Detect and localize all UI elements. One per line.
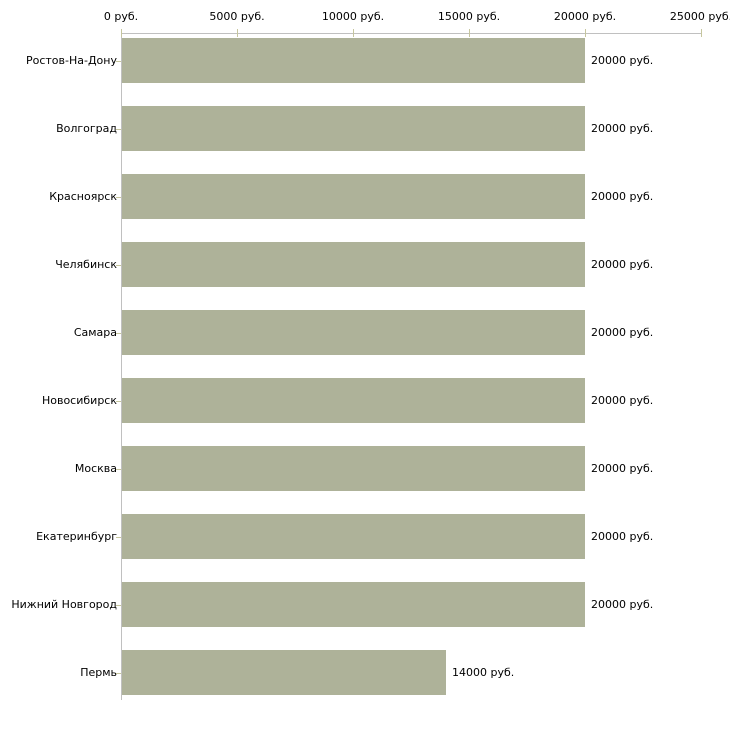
x-axis-tick (237, 29, 238, 37)
value-label: 20000 руб. (591, 394, 654, 407)
x-axis-tick (353, 29, 354, 37)
category-label: Челябинск (55, 258, 117, 271)
category-label: Самара (73, 326, 117, 339)
value-label: 20000 руб. (591, 326, 654, 339)
bar (122, 106, 585, 151)
y-axis-tick (116, 401, 121, 402)
bar (122, 310, 585, 355)
category-label: Пермь (80, 666, 117, 679)
x-axis-tick-label: 20000 руб. (553, 10, 617, 23)
x-axis-tick-label: 10000 руб. (321, 10, 385, 23)
value-label: 20000 руб. (591, 54, 654, 67)
y-axis-line (121, 33, 122, 700)
y-axis-tick (116, 469, 121, 470)
bar (122, 378, 585, 423)
y-axis-tick (116, 333, 121, 334)
category-label: Нижний Новгород (11, 598, 117, 611)
bar (122, 514, 585, 559)
category-label: Ростов-На-Дону (25, 54, 117, 67)
category-label: Екатеринбург (36, 530, 117, 543)
bar (122, 38, 585, 83)
category-label: Москва (74, 462, 117, 475)
y-axis-tick (116, 265, 121, 266)
x-axis-tick-label: 25000 руб. (669, 10, 730, 23)
bar (122, 446, 585, 491)
value-label: 20000 руб. (591, 530, 654, 543)
value-label: 20000 руб. (591, 258, 654, 271)
value-label: 20000 руб. (591, 462, 654, 475)
x-axis-tick (585, 29, 586, 37)
x-axis-tick (469, 29, 470, 37)
bar (122, 650, 446, 695)
y-axis-tick (116, 537, 121, 538)
x-axis-tick (701, 29, 702, 37)
bar (122, 242, 585, 287)
x-axis-tick-label: 0 руб. (103, 10, 139, 23)
bar (122, 174, 585, 219)
category-label: Волгоград (56, 122, 117, 135)
x-axis-tick (121, 29, 122, 37)
value-label: 20000 руб. (591, 122, 654, 135)
value-label: 20000 руб. (591, 598, 654, 611)
category-label: Новосибирск (41, 394, 117, 407)
x-axis-line (121, 33, 701, 34)
y-axis-tick (116, 673, 121, 674)
y-axis-tick (116, 129, 121, 130)
y-axis-tick (116, 605, 121, 606)
category-label: Красноярск (49, 190, 117, 203)
y-axis-tick (116, 197, 121, 198)
y-axis-tick (116, 61, 121, 62)
value-label: 14000 руб. (452, 666, 515, 679)
value-label: 20000 руб. (591, 190, 654, 203)
bar (122, 582, 585, 627)
x-axis-tick-label: 15000 руб. (437, 10, 501, 23)
x-axis-tick-label: 5000 руб. (209, 10, 265, 23)
